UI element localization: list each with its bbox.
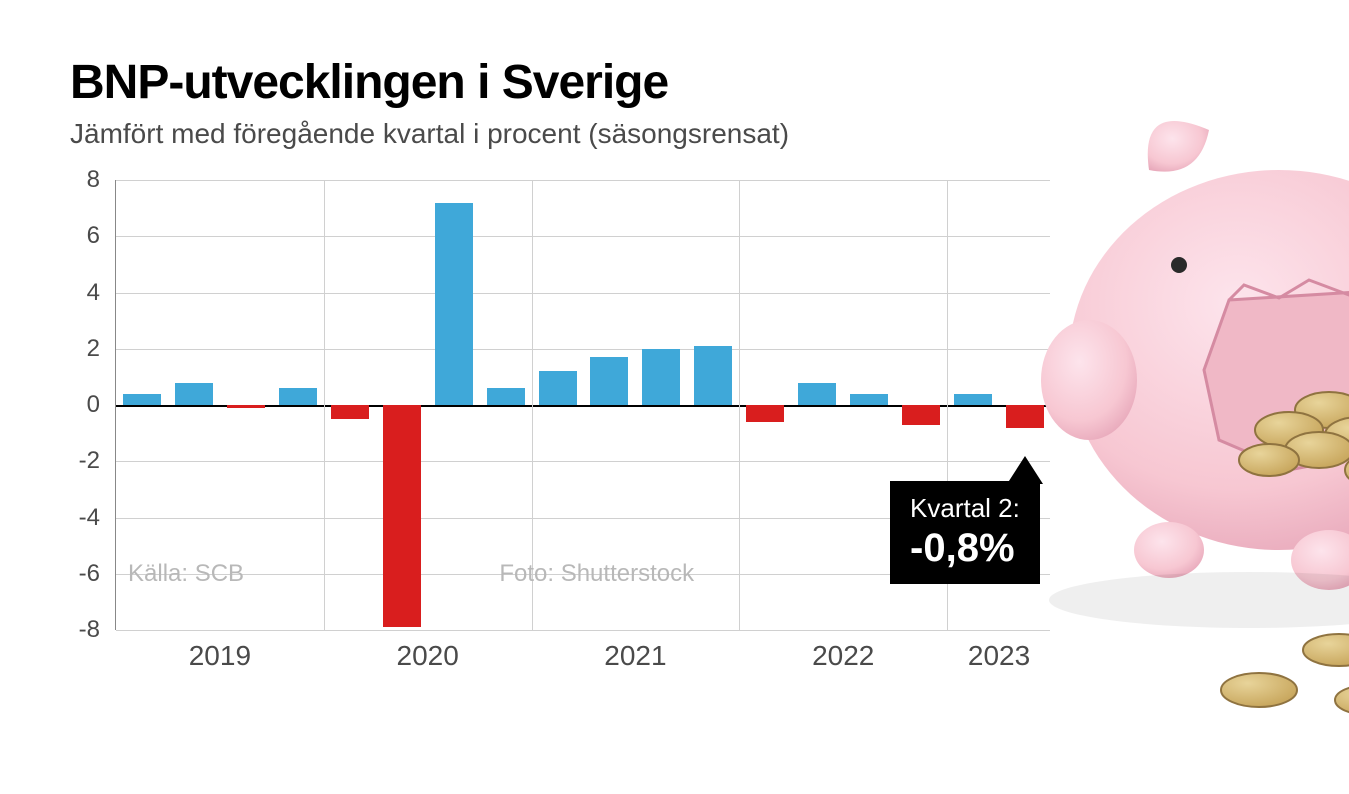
x-year-label: 2019 [189,640,251,672]
bar [331,405,369,419]
bar [383,405,421,627]
bar [642,349,680,405]
y-tick-label: -2 [60,447,100,475]
bar [539,371,577,405]
gridline-h [116,461,1050,462]
gridline-h [116,293,1050,294]
bar [902,405,940,425]
source-note: Källa: SCB [128,560,244,588]
x-year-label: 2021 [604,640,666,672]
y-tick-label: 2 [60,335,100,363]
bar [435,203,473,406]
photo-credit: Foto: Shutterstock [499,560,694,588]
chart-title: BNP-utvecklingen i Sverige [70,55,1080,110]
y-tick-label: 8 [60,166,100,194]
bar [746,405,784,422]
callout-label: Kvartal 2: [910,493,1020,523]
bar [1006,405,1044,428]
callout-box: Kvartal 2:-0,8% [890,481,1040,584]
bar [694,346,732,405]
bar [123,394,161,405]
gridline-v [324,180,325,630]
chart-subtitle: Jämfört med föregående kvartal i procent… [70,118,1080,150]
bar [227,405,265,408]
bar [279,388,317,405]
chart-area: 86420-2-4-6-8 20192020202120222023Källa:… [70,180,1050,660]
x-year-label: 2022 [812,640,874,672]
callout-arrow-icon [1007,456,1043,484]
bar [487,388,525,405]
callout-value: -0,8% [910,524,1020,572]
x-year-label: 2020 [397,640,459,672]
y-tick-label: 6 [60,222,100,250]
bar [175,383,213,406]
y-tick-label: -8 [60,616,100,644]
gridline-h [116,180,1050,181]
gridline-h [116,349,1050,350]
plot-area: 20192020202120222023Källa: SCBFoto: Shut… [115,180,1050,630]
y-tick-label: 0 [60,391,100,419]
bar [590,357,628,405]
gridline-h [116,630,1050,631]
y-tick-label: -6 [60,560,100,588]
bar [954,394,992,405]
bar [798,383,836,406]
gridline-v [739,180,740,630]
x-year-label: 2023 [968,640,1030,672]
y-tick-label: -4 [60,504,100,532]
y-axis: 86420-2-4-6-8 [70,180,110,660]
gridline-h [116,236,1050,237]
bar [850,394,888,405]
y-tick-label: 4 [60,279,100,307]
